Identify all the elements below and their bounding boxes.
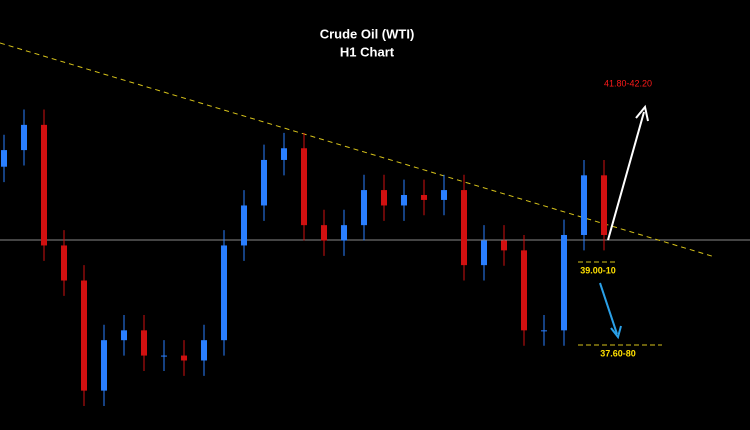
candle-body: [441, 190, 447, 200]
candle-body: [161, 355, 167, 357]
candle-body: [561, 234, 567, 331]
candle-body: [61, 245, 67, 281]
arrow-up-head: [635, 104, 649, 122]
candle-body: [361, 190, 367, 226]
candle-body: [241, 205, 247, 246]
candle-body: [321, 225, 327, 241]
candle-body: [381, 190, 387, 206]
candle-body: [101, 340, 107, 391]
candle-body: [421, 195, 427, 200]
arrow-down: [599, 282, 618, 335]
annotation: 41.80-42.20: [604, 78, 652, 88]
candle-body: [141, 330, 147, 356]
candle-body: [461, 190, 467, 266]
candle-body: [261, 159, 267, 206]
candle-body: [541, 330, 547, 332]
candle-body: [581, 175, 587, 235]
chart-title: Crude Oil (WTI): [320, 26, 415, 41]
chart-subtitle: H1 Chart: [340, 44, 395, 59]
candle-body: [301, 148, 307, 226]
arrow-down-head: [610, 325, 622, 340]
candles: [1, 109, 607, 407]
annotation: 37.60-80: [600, 348, 636, 358]
annotation: 39.00-10: [580, 265, 616, 275]
candle-body: [501, 240, 507, 251]
trend-line: [0, 42, 716, 258]
candle-body: [521, 250, 527, 331]
candle-body: [121, 330, 127, 341]
candle-body: [341, 225, 347, 241]
candle-body: [601, 175, 607, 235]
candle-body: [221, 245, 227, 341]
candle-body: [181, 355, 187, 361]
candle-body: [41, 124, 47, 246]
candle-body: [81, 280, 87, 391]
candle-body: [481, 240, 487, 266]
candle-body: [21, 124, 27, 151]
candle-body: [281, 148, 287, 160]
candle-body: [1, 150, 7, 167]
arrow-up: [607, 111, 645, 241]
candle-body: [401, 195, 407, 206]
candle-body: [201, 340, 207, 361]
